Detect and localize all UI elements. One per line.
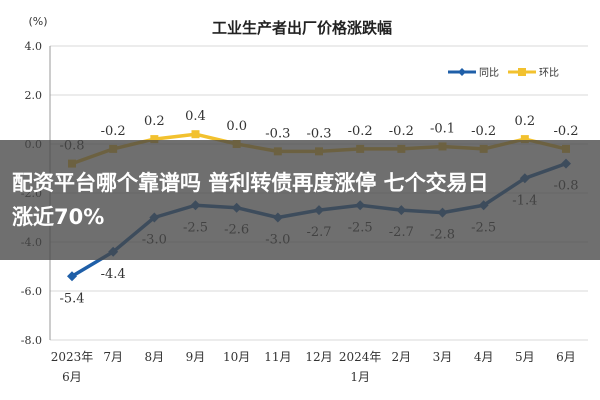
data-label-mom: -0.2	[389, 124, 414, 139]
x-tick-label: 5月	[515, 350, 535, 364]
legend-marker	[518, 68, 526, 76]
y-tick-label: 4.0	[25, 40, 43, 53]
data-label-mom: -0.1	[430, 121, 455, 136]
x-tick-label: 2024年	[339, 350, 382, 364]
data-label-mom: -0.3	[265, 126, 290, 141]
chart-title: 工业生产者出厂价格涨跌幅	[212, 19, 392, 37]
y-tick-label: -6.0	[21, 285, 42, 298]
y-tick-label: 2.0	[25, 89, 43, 102]
data-point-yoy	[67, 271, 77, 282]
data-label-mom: 0.2	[514, 114, 535, 129]
x-tick-label: 10月	[223, 350, 250, 364]
x-tick-label: 11月	[264, 350, 291, 364]
legend-label: 同比	[479, 67, 499, 79]
x-tick-label: 2023年	[51, 350, 94, 364]
data-label-mom: -0.2	[101, 124, 126, 139]
x-tick-label: 4月	[474, 350, 494, 364]
legend-marker	[458, 68, 466, 76]
data-label-mom: -0.2	[553, 124, 578, 139]
x-tick-label: 6月	[556, 350, 576, 364]
x-tick-label: 2月	[392, 350, 412, 364]
x-tick-label: 1月	[350, 370, 370, 384]
x-tick-label: 8月	[145, 350, 165, 364]
headline-line-2: 涨近70%	[12, 205, 105, 229]
data-label-mom: -0.2	[471, 124, 496, 139]
y-axis-unit: (%)	[28, 15, 47, 28]
data-label-mom: -0.2	[348, 124, 373, 139]
legend-label: 环比	[539, 67, 559, 79]
x-tick-label: 3月	[433, 350, 453, 364]
x-tick-label: 12月	[305, 350, 332, 364]
x-tick-label: 6月	[62, 370, 82, 384]
data-label-mom: 0.0	[226, 119, 247, 134]
headline-banner: 配资平台哪个靠谱吗 普利转债再度涨停 七个交易日 涨近70%	[0, 140, 600, 260]
data-label-yoy: -4.4	[101, 267, 126, 282]
data-point-mom	[191, 130, 200, 139]
data-label-mom: 0.2	[144, 114, 165, 129]
data-label-mom: 0.4	[185, 109, 206, 124]
data-point-mom	[150, 135, 159, 144]
data-point-mom	[520, 135, 529, 144]
data-label-yoy: -5.4	[59, 291, 84, 306]
x-tick-label: 9月	[186, 350, 206, 364]
data-label-mom: -0.3	[306, 126, 331, 141]
y-tick-label: -8.0	[21, 334, 42, 347]
headline-line-1: 配资平台哪个靠谱吗 普利转债再度涨停 七个交易日	[12, 171, 489, 195]
x-tick-label: 7月	[103, 350, 123, 364]
